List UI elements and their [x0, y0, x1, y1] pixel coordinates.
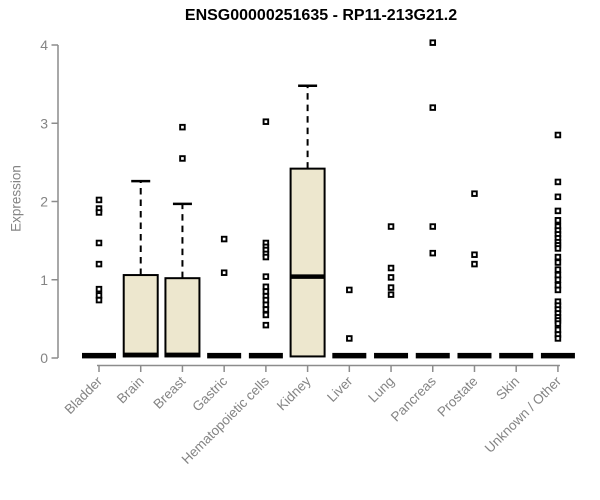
median-line-kidney: [290, 274, 325, 279]
x-category-label: Brain: [114, 374, 147, 407]
outlier-point-bladder: [95, 196, 103, 204]
outlier-point-unknown-other: [554, 207, 562, 215]
outlier-point-unknown-other: [554, 259, 562, 266]
median-line-breast: [165, 352, 200, 358]
zero-bar-prostate: [457, 352, 492, 359]
outlier-point-unknown-other: [554, 178, 562, 186]
outlier-point-pancreas: [429, 39, 437, 46]
outlier-point-bladder: [95, 296, 103, 304]
outlier-point-lung: [387, 223, 395, 230]
y-tick-label: 4: [40, 37, 48, 53]
outlier-point-lung: [387, 291, 395, 298]
box-brain: [122, 274, 159, 358]
zero-bar-bladder: [82, 352, 116, 359]
outlier-point-hematopoietic-cells: [262, 306, 270, 313]
outlier-point-unknown-other: [554, 335, 562, 342]
outlier-point-unknown-other: [554, 266, 562, 273]
box-kidney: [289, 167, 326, 358]
outlier-point-unknown-other: [554, 253, 562, 261]
zero-bar-lung: [374, 352, 409, 359]
outlier-point-unknown-other: [554, 320, 562, 327]
outlier-point-gastric: [220, 235, 228, 243]
zero-bar-hematopoietic-cells: [248, 352, 283, 359]
x-category-label: Lung: [365, 374, 397, 406]
outlier-point-bladder: [95, 209, 103, 216]
x-category-label: Breast: [150, 373, 188, 411]
outlier-point-bladder: [95, 260, 103, 268]
outlier-point-prostate: [471, 260, 478, 268]
x-category-label: Skin: [493, 374, 522, 403]
zero-bar-skin: [499, 352, 534, 359]
x-category-label: Prostate: [434, 374, 480, 420]
x-category-label: Kidney: [274, 373, 314, 413]
outlier-point-pancreas: [429, 249, 437, 257]
zero-bar-gastric: [207, 352, 242, 359]
y-tick-label: 0: [40, 350, 48, 366]
x-category-label: Gastric: [189, 373, 230, 414]
zero-bar-unknown-other: [540, 352, 575, 359]
outlier-point-hematopoietic-cells: [262, 321, 270, 329]
y-tick-label: 3: [40, 115, 48, 131]
outlier-point-unknown-other: [554, 245, 562, 252]
x-category-label: Bladder: [62, 373, 106, 417]
outlier-point-lung: [387, 274, 395, 281]
x-category-label: Unknown / Other: [482, 373, 565, 456]
outlier-point-bladder: [95, 285, 103, 293]
outlier-point-pancreas: [429, 104, 437, 111]
outlier-point-unknown-other: [554, 217, 562, 224]
outlier-point-hematopoietic-cells: [262, 273, 270, 280]
outlier-point-hematopoietic-cells: [262, 311, 270, 319]
x-category-label: Pancreas: [388, 373, 439, 424]
outlier-point-unknown-other: [554, 193, 562, 201]
y-tick-label: 1: [40, 272, 48, 288]
outlier-point-lung: [387, 264, 395, 272]
box-breast: [164, 277, 201, 358]
outlier-point-liver: [346, 286, 353, 294]
outlier-point-gastric: [220, 269, 228, 276]
outlier-point-bladder: [95, 239, 103, 247]
outlier-point-liver: [346, 335, 353, 342]
median-line-brain: [123, 352, 158, 358]
chart-title: ENSG00000251635 - RP11-213G21.2: [184, 7, 458, 24]
outlier-point-breast: [179, 123, 186, 131]
outlier-point-hematopoietic-cells: [262, 253, 270, 261]
outlier-point-unknown-other: [554, 286, 562, 294]
outlier-point-breast: [179, 155, 186, 162]
x-category-label: Liver: [324, 373, 356, 405]
outlier-point-lung: [387, 284, 395, 291]
outlier-point-pancreas: [429, 223, 437, 230]
zero-bar-pancreas: [415, 352, 450, 359]
zero-bar-liver: [332, 352, 367, 359]
outlier-point-prostate: [471, 251, 478, 258]
outlier-point-hematopoietic-cells: [262, 118, 270, 125]
y-tick-label: 2: [40, 194, 48, 210]
outlier-point-unknown-other: [554, 131, 562, 139]
outlier-point-unknown-other: [554, 276, 562, 284]
outlier-point-prostate: [471, 190, 478, 197]
